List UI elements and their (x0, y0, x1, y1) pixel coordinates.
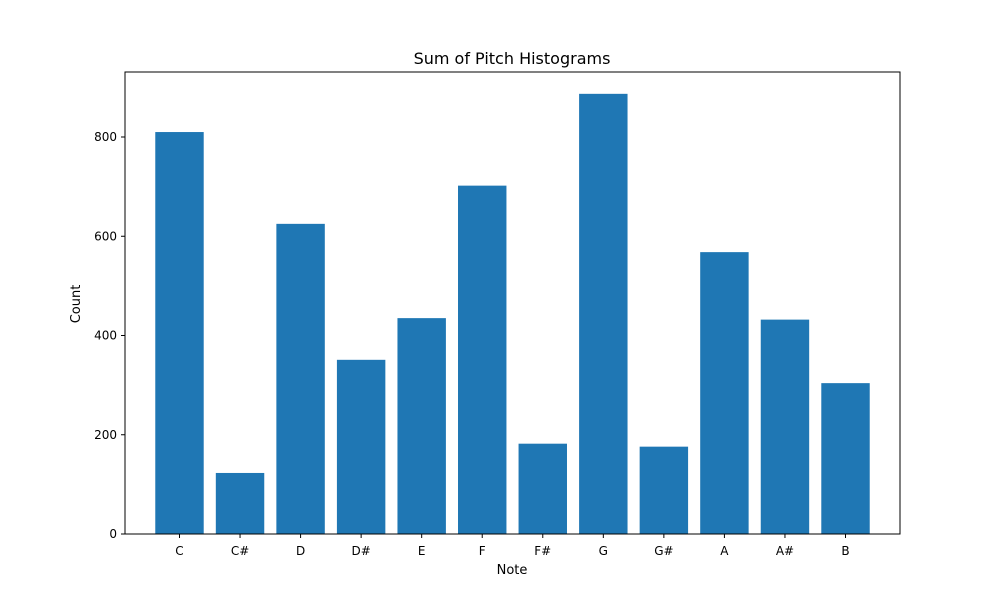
y-tick-label: 600 (94, 229, 117, 243)
bar-b (821, 383, 870, 534)
y-tick-label: 200 (94, 428, 117, 442)
x-tick-label: E (418, 544, 426, 558)
y-tick-label: 800 (94, 130, 117, 144)
bar-f-sharp (518, 443, 567, 534)
y-tick-label: 0 (109, 527, 117, 541)
x-axis-label: Note (497, 563, 528, 578)
bar-e (397, 318, 446, 534)
bar-g-sharp (639, 446, 689, 534)
x-tick-label: G (599, 544, 608, 558)
x-tick-label: C# (231, 544, 249, 558)
x-tick-label: G# (654, 544, 673, 558)
bar-c (155, 132, 204, 535)
y-tick-label: 400 (94, 329, 117, 343)
x-axis-ticks: C C# D D# E F F# G G# A A# B (175, 534, 850, 558)
x-tick-label: F (479, 544, 486, 558)
bar-a-sharp (760, 319, 810, 534)
y-axis-ticks: 0 200 400 600 800 (94, 130, 125, 541)
x-tick-label: A (720, 544, 729, 558)
bar-d (276, 223, 325, 535)
bars-group (155, 93, 870, 535)
chart-title: Sum of Pitch Histograms (414, 49, 611, 68)
x-tick-label: D (296, 544, 305, 558)
bar-a (700, 252, 749, 534)
bar-d-sharp (336, 359, 386, 534)
plot-frame (124, 71, 901, 535)
x-tick-label: B (841, 544, 849, 558)
x-tick-label: A# (776, 544, 794, 558)
bar-g (579, 93, 628, 534)
x-tick-label: F# (534, 544, 551, 558)
y-axis-label: Count (69, 285, 84, 324)
x-tick-label: C (175, 544, 183, 558)
x-tick-label: D# (351, 544, 370, 558)
bar-c-sharp (215, 472, 265, 534)
bar-f (458, 185, 507, 534)
